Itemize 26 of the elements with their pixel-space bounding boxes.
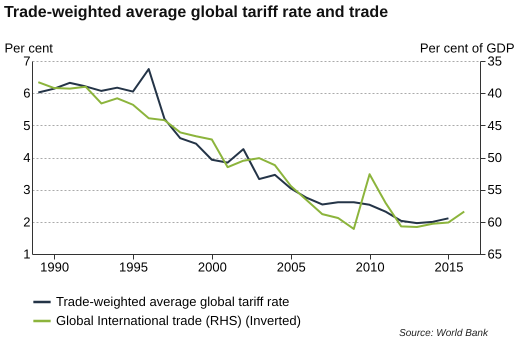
y2-tick-label: 35: [488, 54, 502, 68]
legend-label: Trade-weighted average global tariff rate: [56, 294, 290, 309]
x-tick-label: 1995: [118, 260, 148, 274]
x-tick-label: 2015: [434, 260, 464, 274]
y-tick-label: 3: [23, 182, 30, 198]
y2-tick-label: 65: [488, 246, 502, 262]
y-tick-label: 2: [23, 214, 30, 230]
chart-title: Trade-weighted average global tariff rate and trade: [4, 4, 388, 21]
y-tick-label: 1: [23, 246, 30, 262]
y-tick-label: 7: [23, 54, 30, 68]
y2-tick-label: 55: [488, 182, 502, 198]
y-tick-label: 6: [23, 86, 30, 101]
y-tick-label: 4: [23, 150, 30, 165]
x-tick-label: 2010: [356, 260, 385, 274]
y2-axis-title: Per cent of GDP: [420, 40, 514, 56]
y-axis-title: Per cent: [4, 40, 54, 56]
y-tick-label: 5: [23, 118, 30, 133]
legend-label: Global International trade (RHS) (Inverted): [56, 313, 301, 328]
y2-tick-label: 50: [488, 150, 502, 165]
source-note: Source: World Bank: [398, 328, 488, 339]
y2-tick-label: 40: [488, 86, 502, 101]
x-tick-label: 2005: [276, 260, 306, 274]
y2-tick-label: 60: [488, 214, 502, 230]
x-tick-label: 2000: [198, 260, 227, 274]
y2-tick-label: 45: [488, 118, 502, 133]
x-tick-label: 1990: [40, 260, 70, 274]
